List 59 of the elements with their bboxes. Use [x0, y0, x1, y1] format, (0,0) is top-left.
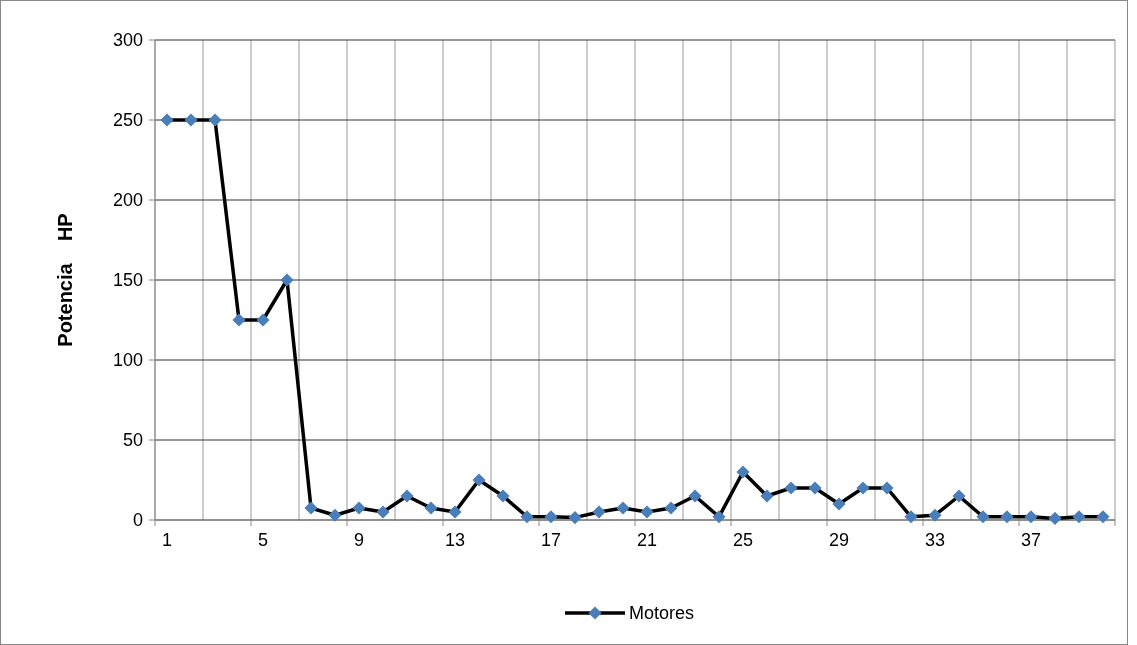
point [664, 501, 678, 515]
point [184, 113, 198, 127]
point [856, 481, 870, 495]
point [640, 505, 654, 519]
y-tick-label: 0 [132, 510, 143, 531]
point [520, 510, 534, 524]
y-tick-label: 250 [112, 110, 143, 131]
point [1000, 510, 1014, 524]
point [208, 113, 222, 127]
x-tick-label: 33 [924, 530, 946, 550]
x-tick-label: 29 [828, 530, 850, 550]
point [232, 313, 246, 327]
point [304, 501, 318, 515]
point [544, 510, 558, 524]
point [952, 489, 966, 503]
point [352, 501, 366, 515]
x-tick-label: 17 [540, 530, 562, 550]
point [496, 489, 510, 503]
y-tick-label: 300 [112, 30, 143, 51]
point [1048, 511, 1062, 525]
y-tick-label: 150 [112, 270, 143, 291]
y-axis-title: Potencia HP [54, 213, 76, 347]
point [832, 497, 846, 511]
point [1072, 510, 1086, 524]
point [928, 508, 942, 522]
point [880, 481, 894, 495]
x-tick-label: 1 [161, 530, 173, 550]
point [376, 505, 390, 519]
point [256, 313, 270, 327]
x-tick-label: 21 [636, 530, 658, 550]
point [904, 510, 918, 524]
point [592, 505, 606, 519]
point [808, 481, 822, 495]
point [400, 489, 414, 503]
point [472, 473, 486, 487]
x-tick-label: 25 [732, 530, 754, 550]
x-tick-label: 5 [257, 530, 269, 550]
point [568, 511, 582, 525]
y-tick-label: 100 [112, 350, 143, 371]
x-tick-label: 37 [1020, 530, 1042, 550]
x-tick-label: 13 [444, 530, 466, 550]
point [1024, 510, 1038, 524]
point [736, 465, 750, 479]
point [424, 501, 438, 515]
point [1096, 510, 1110, 524]
point [976, 510, 990, 524]
point [160, 113, 174, 127]
x-tick-label: 9 [353, 530, 365, 550]
point [328, 508, 342, 522]
legend-label: Motores [629, 603, 695, 624]
point [760, 489, 774, 503]
y-tick-label: 50 [122, 430, 143, 451]
point [280, 273, 294, 287]
point [712, 510, 726, 524]
point [784, 481, 798, 495]
point [448, 505, 462, 519]
point [688, 489, 702, 503]
y-tick-label: 200 [112, 190, 143, 211]
point [616, 501, 630, 515]
